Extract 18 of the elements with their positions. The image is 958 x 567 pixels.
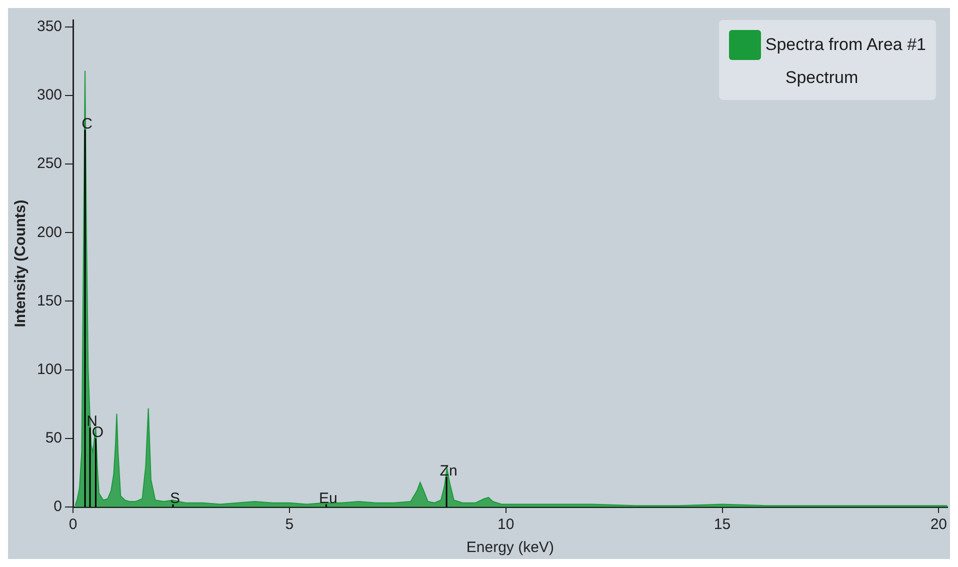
legend-title: Spectrum xyxy=(784,68,860,88)
legend-label: Spectra from Area #1 xyxy=(765,35,926,55)
y-axis-title: Intensity (Counts) xyxy=(12,200,30,328)
y-tick-label: 50 xyxy=(45,430,62,447)
y-tick-label: 100 xyxy=(36,360,62,378)
x-tick-label: 15 xyxy=(714,516,731,534)
y-tick-label: 200 xyxy=(36,224,62,241)
y-tick-label: 150 xyxy=(36,292,62,310)
y-tick-label: 0 xyxy=(54,498,62,516)
y-tick-label: 250 xyxy=(36,155,62,172)
y-tick-label: 350 xyxy=(36,18,62,35)
x-tick-label: 20 xyxy=(930,516,947,534)
y-tick-label: 300 xyxy=(36,86,62,104)
x-axis-title: Energy (keV) xyxy=(466,539,554,556)
x-tick-label: 5 xyxy=(285,516,294,534)
x-tick-label: 10 xyxy=(498,516,514,534)
x-tick-label: 0 xyxy=(68,516,78,534)
annotation: Eu xyxy=(319,490,338,507)
